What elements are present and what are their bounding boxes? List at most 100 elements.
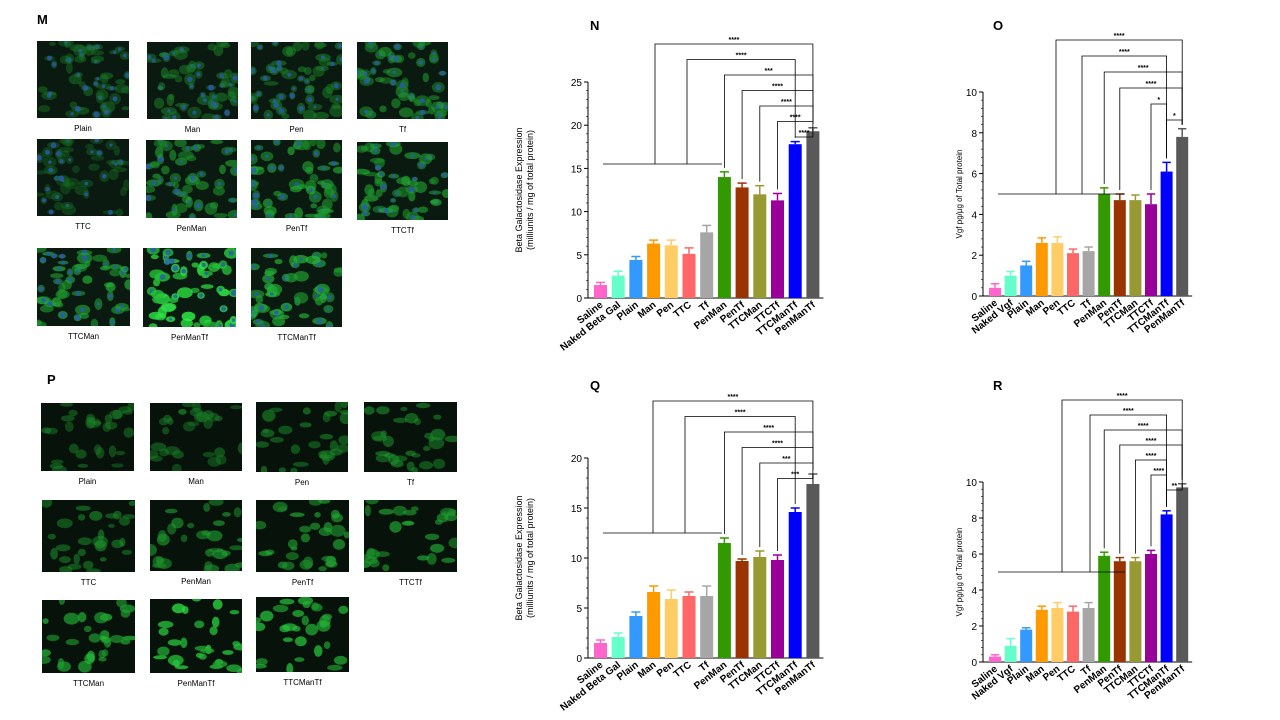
micrograph-m-man	[147, 42, 238, 119]
micrograph-m-ttcman	[37, 248, 130, 326]
significance-label: *	[1173, 113, 1176, 120]
significance-label: ****	[1138, 423, 1149, 430]
significance-label: ****	[799, 130, 810, 137]
significance-bracket	[777, 121, 814, 190]
significance-label: **	[1172, 483, 1178, 490]
bar-saline	[594, 643, 607, 658]
micrograph-label-p-penman: PenMan	[181, 577, 211, 586]
micrograph-m-ttctf	[357, 142, 448, 220]
bar-penman	[717, 543, 731, 658]
significance-label: ****	[763, 425, 774, 432]
y-axis-label: Beta Galactosidase Expression	[514, 495, 524, 620]
significance-label: ****	[772, 441, 783, 448]
panel-label-p: P	[47, 372, 56, 387]
micrograph-p-tf	[364, 402, 457, 472]
y-tick-label: 2	[971, 622, 977, 633]
bar-ttcman	[1129, 561, 1142, 662]
micrograph-m-penman	[146, 140, 237, 218]
x-tick-label: TTC	[1056, 664, 1078, 685]
micrograph-p-penmantf	[150, 599, 242, 673]
micrograph-label-m-penmantf: PenManTf	[171, 333, 208, 342]
significance-label: ***	[791, 472, 799, 479]
micrograph-label-p-man: Man	[188, 477, 204, 486]
significance-label: ****	[1146, 453, 1157, 460]
bar-man	[1035, 609, 1048, 662]
bar-pentf	[1113, 200, 1126, 296]
x-tick-label: TTC	[672, 660, 694, 681]
bar-naked-vgf	[1004, 645, 1017, 662]
bar-penmantf	[1176, 487, 1189, 662]
significance-label: ****	[727, 394, 738, 401]
bar-pentf	[1113, 561, 1126, 662]
significance-bracket	[777, 470, 814, 551]
micrograph-m-ttcmantf	[251, 248, 342, 327]
bar-naked-beta-gal	[611, 275, 625, 298]
micrograph-m-ttc	[37, 139, 129, 216]
bar-naked-vgf	[1004, 275, 1017, 296]
significance-bracket	[686, 59, 796, 164]
y-axis-label: Beta Galactosidase Expression	[514, 127, 524, 252]
micrograph-m-tf	[357, 42, 448, 119]
bar-ttcman	[1129, 200, 1142, 296]
bar-ttcmantf	[1160, 171, 1173, 296]
bar-penman	[1098, 194, 1111, 296]
y-tick-label: 20	[571, 454, 583, 465]
bar-ttcmantf	[1160, 514, 1173, 662]
micrograph-label-p-pentf: PenTf	[291, 578, 314, 587]
bar-penman	[717, 177, 731, 298]
y-tick-label: 0	[576, 654, 582, 665]
bar-penmantf	[806, 131, 820, 298]
micrograph-label-m-ttctf: TTCTf	[391, 226, 414, 235]
significance-label: ****	[790, 115, 801, 122]
y-tick-label: 4	[971, 210, 977, 221]
significance-label: ****	[781, 99, 792, 106]
bar-ttc	[1067, 253, 1079, 296]
bar-ttctf	[1145, 554, 1157, 662]
significance-bracket	[1166, 479, 1183, 507]
bar-ttcman	[753, 194, 767, 298]
bar-tf	[700, 596, 714, 658]
significance-label: ****	[1114, 33, 1125, 40]
bar-man	[647, 592, 661, 658]
micrograph-p-man	[150, 403, 242, 471]
micrograph-label-p-plain: Plain	[78, 477, 97, 486]
significance-bracket	[1055, 39, 1183, 194]
micrograph-p-ttcman	[42, 600, 135, 673]
bar-tf	[700, 232, 714, 298]
significance-label: ****	[1146, 438, 1157, 445]
micrograph-m-pentf	[251, 140, 342, 218]
micrograph-label-p-penmantf: PenManTf	[177, 679, 215, 688]
significance-label: ****	[728, 37, 739, 44]
micrograph-label-m-penman: PenMan	[176, 224, 207, 233]
y-tick-label: 5	[576, 604, 582, 615]
y-tick-label: 20	[571, 121, 583, 132]
bar-ttc	[682, 253, 696, 298]
micrograph-label-p-ttc: TTC	[80, 578, 97, 587]
y-tick-label: 8	[971, 514, 977, 525]
micrograph-label-p-ttcman: TTCMan	[72, 679, 105, 688]
significance-bracket	[741, 447, 814, 555]
bar-ttcman	[753, 557, 767, 658]
micrograph-m-plain	[37, 41, 129, 118]
significance-label: ****	[1117, 393, 1128, 400]
y-axis-label: Vgf pg/µg of Total protein	[955, 150, 964, 239]
bar-penmantf	[1176, 136, 1189, 296]
bar-ttctf	[771, 560, 784, 658]
micrograph-p-ttcmantf	[256, 597, 349, 672]
micrograph-label-p-tf: Tf	[406, 478, 415, 487]
panel-label-m: M	[37, 12, 48, 27]
panel-label-o: O	[993, 18, 1004, 33]
micrograph-label-m-pen: Pen	[289, 125, 304, 134]
bar-pentf	[735, 187, 749, 298]
micrograph-p-pen	[256, 402, 348, 472]
significance-bracket	[684, 416, 796, 533]
panel-label-r: R	[993, 378, 1003, 393]
micrograph-p-ttctf	[364, 500, 457, 572]
y-tick-label: 10	[966, 88, 978, 99]
micrograph-p-plain	[41, 403, 134, 471]
micrograph-label-m-ttcman: TTCMan	[67, 332, 100, 341]
bar-plain	[1020, 629, 1033, 662]
significance-label: ***	[765, 68, 773, 75]
